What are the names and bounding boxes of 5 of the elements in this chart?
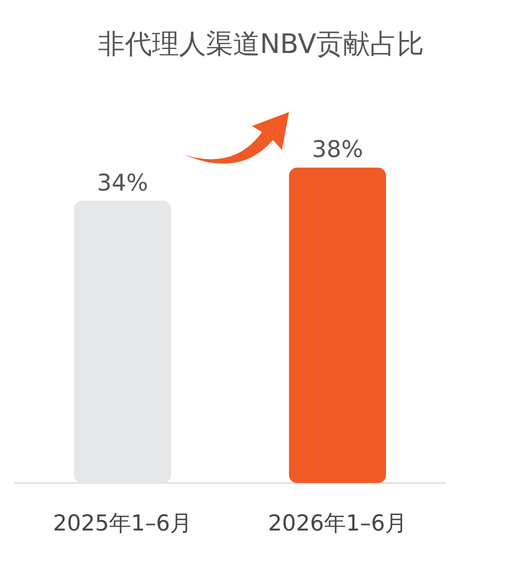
chart-title: 非代理人渠道NBV贡献占比 xyxy=(98,29,424,60)
data-label: 34% xyxy=(96,170,148,196)
x-tick-label: 2025年1–6月 xyxy=(53,512,192,536)
data-label: 38% xyxy=(312,137,364,164)
x-tick-label: 2026年1–6月 xyxy=(268,512,407,536)
